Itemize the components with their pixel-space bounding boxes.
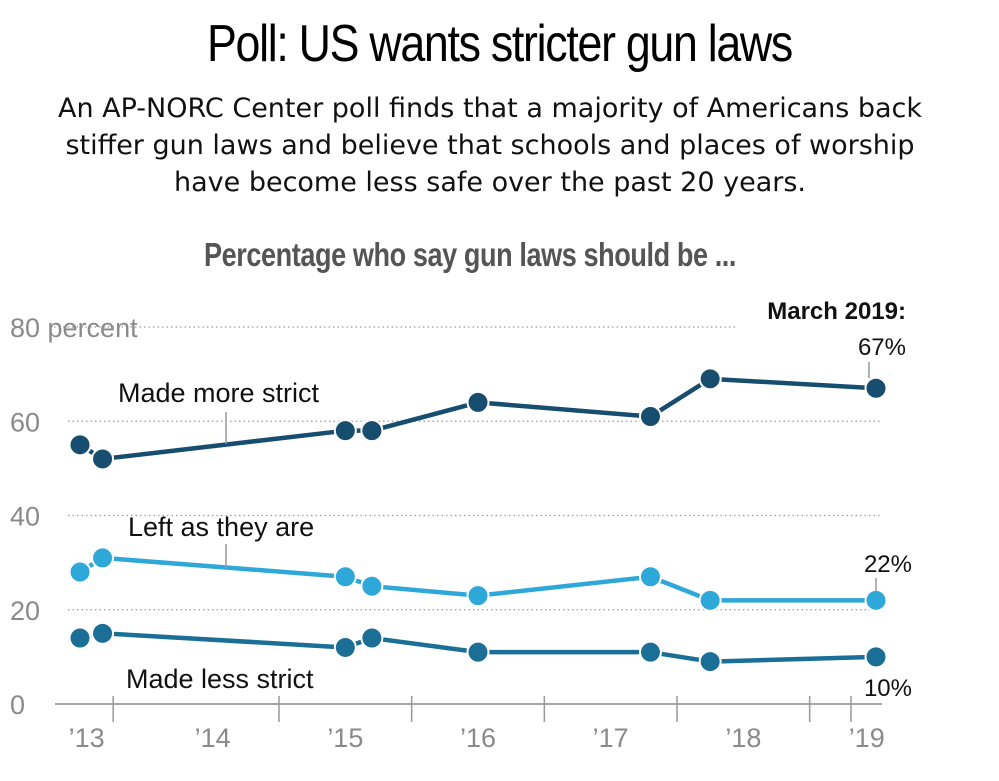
y-tick-label-60: 60 — [10, 407, 40, 437]
data-point-s2-7 — [864, 645, 888, 669]
x-tick-label-2: ’15 — [327, 723, 363, 753]
series-label-0: Made more strict — [118, 378, 320, 408]
x-tick-label-6: ’19 — [849, 723, 885, 753]
data-point-s0-0 — [68, 433, 92, 457]
data-point-s0-7 — [864, 376, 888, 400]
x-tick-label-1: ’14 — [195, 723, 231, 753]
data-point-s0-5 — [638, 405, 662, 429]
y-tick-label-20: 20 — [10, 596, 40, 626]
y-tick-label-40: 40 — [10, 502, 40, 532]
data-point-s1-4 — [466, 584, 490, 608]
data-point-s2-4 — [466, 640, 490, 664]
data-point-s0-2 — [333, 419, 357, 443]
data-point-s1-7 — [864, 588, 888, 612]
data-point-s2-1 — [91, 621, 115, 645]
data-point-s0-6 — [698, 367, 722, 391]
data-point-s1-6 — [698, 588, 722, 612]
x-tick-label-0: ’13 — [69, 723, 105, 753]
x-tick-label-3: ’16 — [460, 723, 496, 753]
x-tick-label-4: ’17 — [593, 723, 629, 753]
data-point-s0-4 — [466, 390, 490, 414]
annotation-date: March 2019: — [767, 298, 906, 325]
data-point-s2-3 — [360, 626, 384, 650]
y-tick-label-80: 80 percent — [10, 313, 138, 343]
series-label-2: Made less strict — [126, 664, 314, 694]
annotation-less-strict-value: 10% — [864, 675, 912, 702]
subtitle-line-1: An AP-NORC Center poll finds that a majo… — [57, 93, 923, 124]
data-point-s1-3 — [360, 574, 384, 598]
data-point-s2-0 — [68, 626, 92, 650]
subtitle-line-2: stiffer gun laws and believe that school… — [65, 130, 915, 161]
data-point-s1-2 — [333, 565, 357, 589]
y-tick-label-0: 0 — [10, 690, 25, 720]
page-title: Poll: US wants stricter gun laws — [206, 15, 793, 73]
series-label-1: Left as they are — [128, 512, 314, 542]
series-line-0 — [78, 376, 877, 462]
data-point-s1-1 — [91, 546, 115, 570]
annotation-more-strict-value: 67% — [858, 334, 906, 361]
subtitle-line-3: have become less safe over the past 20 y… — [173, 167, 806, 198]
data-point-s0-3 — [360, 419, 384, 443]
chart-title: Percentage who say gun laws should be ..… — [203, 236, 737, 273]
data-point-s2-5 — [638, 640, 662, 664]
data-point-s0-1 — [91, 447, 115, 471]
data-point-s1-5 — [638, 565, 662, 589]
data-point-s2-6 — [698, 650, 722, 674]
annotation-left-as-is-value: 22% — [864, 551, 912, 578]
subtitle: An AP-NORC Center poll finds that a majo… — [20, 90, 960, 201]
data-point-s1-0 — [68, 560, 92, 584]
x-tick-label-5: ’18 — [725, 723, 761, 753]
data-point-s2-2 — [333, 635, 357, 659]
